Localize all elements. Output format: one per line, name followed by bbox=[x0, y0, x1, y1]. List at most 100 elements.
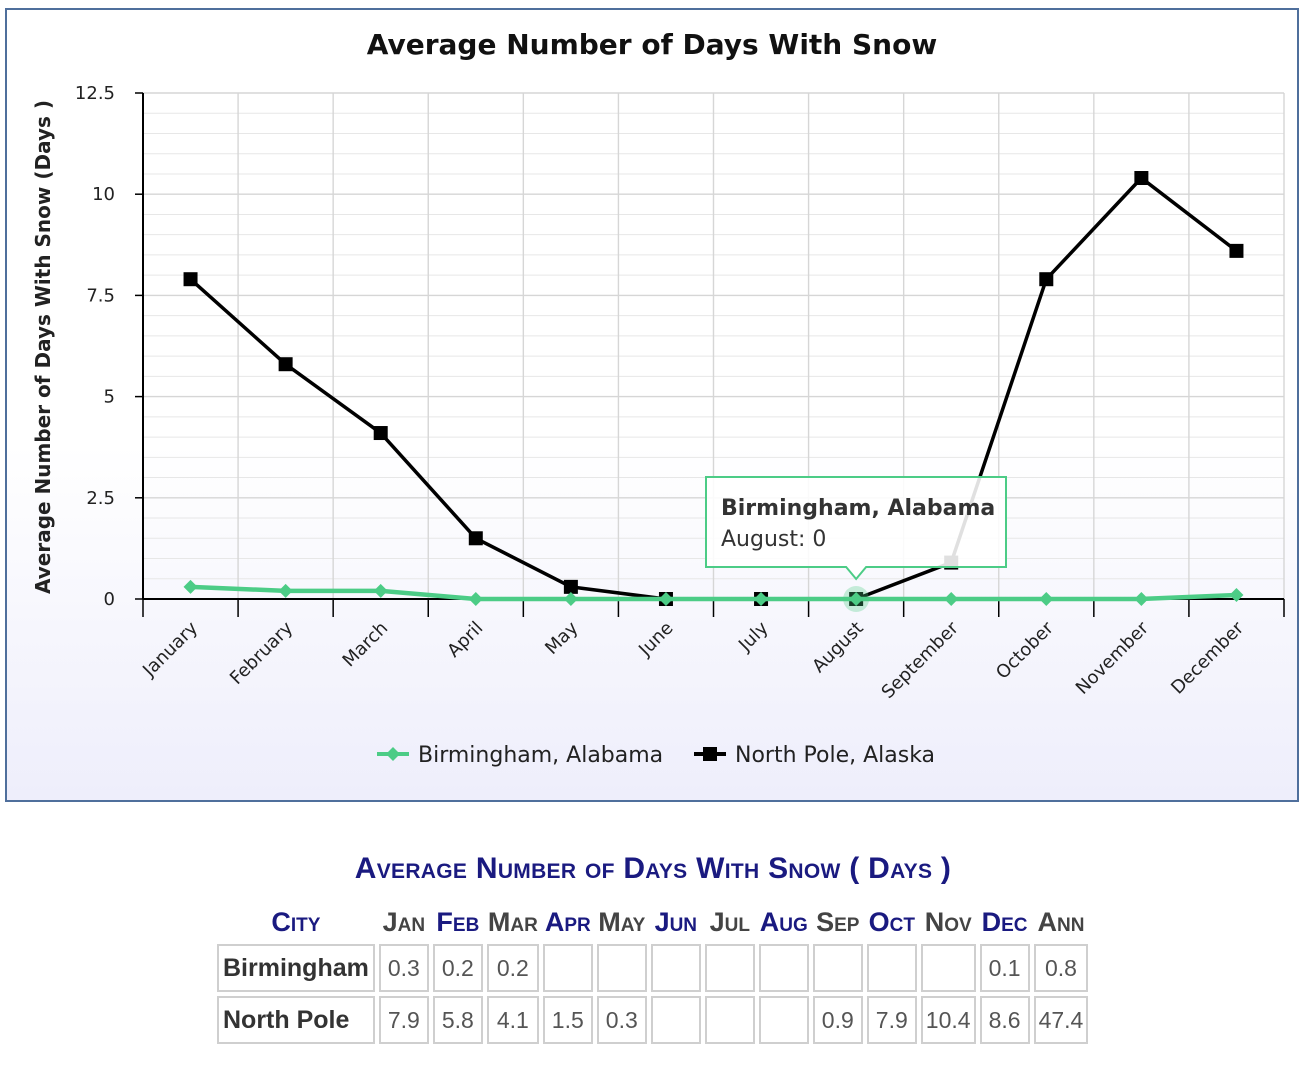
chart-legend[interactable]: Birmingham, Alabama North Pole, Alaska bbox=[377, 743, 935, 768]
hover-halo bbox=[843, 586, 870, 612]
value-cell: 0.2 bbox=[432, 944, 483, 992]
x-tick-label: January bbox=[138, 617, 202, 681]
x-tick-label: September bbox=[878, 617, 964, 703]
table-body: Birmingham 0.3 0.2 0.2 0.1 0.8 North Pole 7.9 5.… bbox=[217, 944, 1089, 1044]
chart-series bbox=[183, 171, 1244, 606]
legend-label: North Pole, Alaska bbox=[735, 743, 935, 768]
value-cell: 0.9 bbox=[812, 996, 863, 1044]
value-cell bbox=[704, 996, 755, 1044]
x-tick-label: June bbox=[634, 618, 677, 661]
column-header: Aug bbox=[759, 906, 808, 937]
tooltip-value: August: 0 bbox=[721, 527, 826, 552]
data-point bbox=[563, 579, 578, 594]
chart-tooltip: Birmingham, Alabama August: 0 bbox=[705, 476, 1007, 612]
value-cell bbox=[542, 944, 593, 992]
column-header: Dec bbox=[981, 906, 1028, 937]
table-header-row: City Jan Feb Mar Apr May Jun Jul Aug Sep Oct Nov Dec… bbox=[217, 904, 1088, 940]
x-tick-label: October bbox=[992, 617, 1058, 683]
data-point bbox=[1039, 592, 1054, 606]
column-header: Sep bbox=[816, 906, 860, 937]
data-point bbox=[944, 592, 959, 606]
data-point bbox=[183, 272, 198, 287]
data-point bbox=[278, 357, 293, 372]
value-cell bbox=[758, 944, 809, 992]
chart-axes: 0 2.5 5 7.5 10 12.5 January February March April M… bbox=[75, 83, 1285, 703]
data-point bbox=[468, 592, 483, 606]
column-header: Ann bbox=[1037, 906, 1085, 937]
column-header: Feb bbox=[436, 906, 480, 937]
data-point bbox=[278, 583, 293, 598]
data-point bbox=[1039, 272, 1054, 287]
value-cell: 5.8 bbox=[432, 996, 483, 1044]
value-cell: 8.6 bbox=[979, 996, 1030, 1044]
y-axis-title: Average Number of Days With Snow (Days ) bbox=[31, 100, 55, 594]
data-point bbox=[1229, 587, 1244, 602]
value-cell bbox=[596, 944, 647, 992]
series-line bbox=[190, 584, 1237, 602]
value-cell: 0.1 bbox=[979, 944, 1030, 992]
table-row: Birmingham 0.3 0.2 0.2 0.1 0.8 bbox=[217, 944, 1089, 992]
value-cell: 0.2 bbox=[486, 944, 539, 992]
x-tick-label: May bbox=[541, 617, 582, 658]
column-header: Apr bbox=[544, 906, 591, 937]
column-header-city: City bbox=[271, 906, 321, 937]
value-cell bbox=[650, 944, 701, 992]
value-cell bbox=[758, 996, 809, 1044]
data-point bbox=[1134, 171, 1149, 186]
table-row: North Pole 7.9 5.8 4.1 1.5 0.3 0.9 7.9 10.4 8.6 47… bbox=[217, 996, 1089, 1044]
snow-line-chart: Average Number of Days With Snow 0 2.5 5 7.… bbox=[31, 28, 1285, 768]
legend-marker bbox=[703, 747, 717, 761]
value-cell bbox=[920, 944, 976, 992]
column-header: Nov bbox=[924, 906, 972, 937]
data-point bbox=[563, 592, 578, 606]
data-point bbox=[183, 579, 198, 594]
legend-marker bbox=[386, 747, 400, 761]
y-tick-label: 2.5 bbox=[86, 488, 115, 509]
value-cell: 7.9 bbox=[378, 996, 429, 1044]
data-point bbox=[468, 531, 483, 546]
chart-title: Average Number of Days With Snow bbox=[367, 28, 937, 61]
legend-label: Birmingham, Alabama bbox=[418, 743, 663, 768]
data-point bbox=[849, 592, 864, 606]
y-tick-label: 7.5 bbox=[86, 285, 115, 306]
value-cell: 4.1 bbox=[486, 996, 539, 1044]
data-point bbox=[373, 583, 388, 598]
y-tick-label: 10 bbox=[92, 184, 115, 205]
column-header: Mar bbox=[487, 906, 538, 937]
x-tick-label: April bbox=[443, 618, 487, 662]
x-tick-label: August bbox=[808, 618, 867, 677]
value-cell: 10.4 bbox=[920, 996, 976, 1044]
value-cell: 0.3 bbox=[378, 944, 429, 992]
y-tick-label: 0 bbox=[104, 589, 115, 610]
x-tick-label: February bbox=[226, 617, 297, 688]
x-tick-label: March bbox=[339, 618, 393, 672]
data-point bbox=[658, 592, 673, 606]
tooltip-title: Birmingham, Alabama bbox=[721, 496, 995, 521]
value-cell bbox=[704, 944, 755, 992]
value-cell: 1.5 bbox=[542, 996, 593, 1044]
table-title: Average Number of Days With Snow ( Days … bbox=[354, 852, 952, 885]
snow-days-table: City Jan Feb Mar Apr May Jun Jul Aug Sep Oct Nov Dec… bbox=[213, 900, 1092, 1048]
x-tick-label: July bbox=[734, 617, 773, 656]
city-cell: Birmingham bbox=[217, 944, 375, 992]
data-point bbox=[1229, 243, 1244, 258]
value-cell: 47.4 bbox=[1033, 996, 1089, 1044]
value-cell: 0.3 bbox=[596, 996, 647, 1044]
data-point bbox=[754, 592, 769, 606]
x-tick-label: November bbox=[1072, 617, 1153, 698]
data-point bbox=[373, 426, 388, 441]
y-tick-label: 5 bbox=[104, 387, 115, 408]
chart-panel bbox=[5, 8, 1299, 802]
tooltip-box bbox=[705, 476, 1007, 581]
column-header: Jul bbox=[709, 906, 750, 937]
column-header: Jan bbox=[382, 906, 426, 937]
value-cell bbox=[812, 944, 863, 992]
value-cell: 0.8 bbox=[1033, 944, 1089, 992]
value-cell bbox=[650, 996, 701, 1044]
x-tick-label: December bbox=[1167, 617, 1248, 698]
column-header: Jun bbox=[654, 906, 698, 937]
city-cell: North Pole bbox=[217, 996, 375, 1044]
value-cell bbox=[866, 944, 917, 992]
value-cell: 7.9 bbox=[866, 996, 917, 1044]
column-header: May bbox=[598, 906, 646, 937]
